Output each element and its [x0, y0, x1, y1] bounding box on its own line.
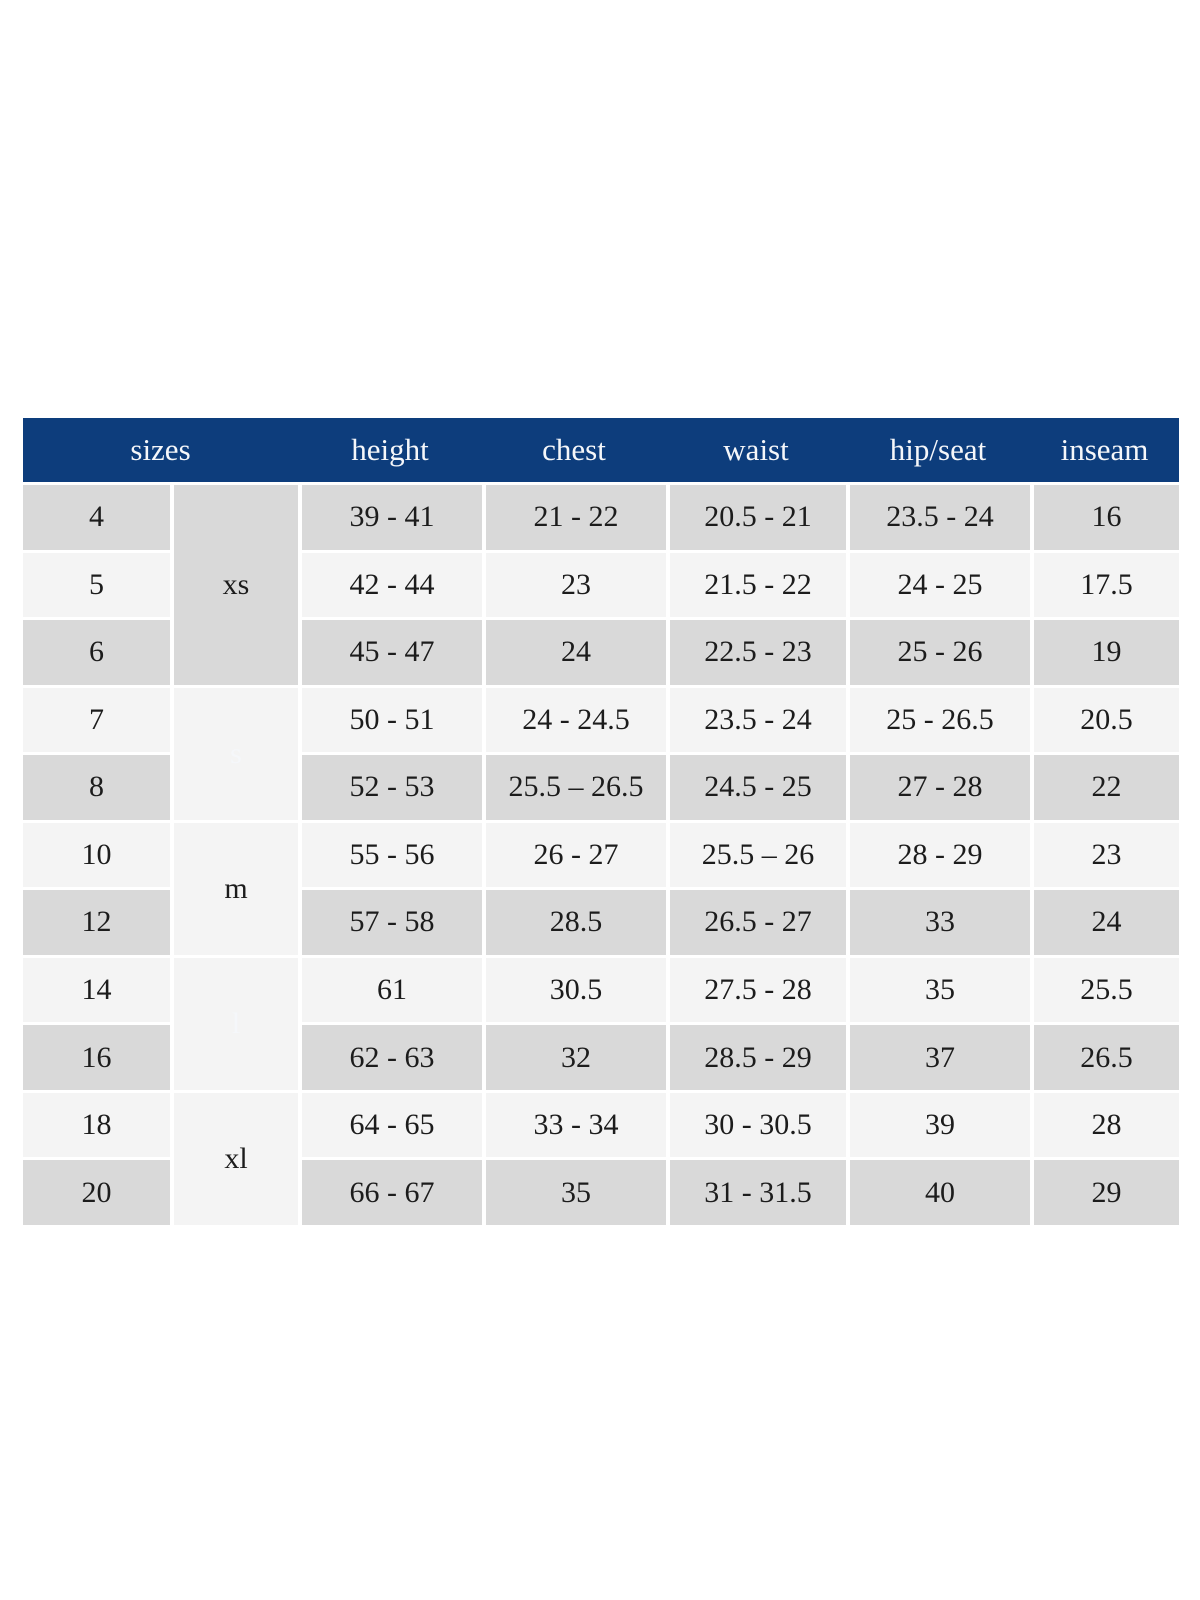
size-cell: 5: [23, 549, 170, 618]
table-row-size-16: 16 62 - 63 32 28.5 - 29 37 26.5: [23, 1022, 1180, 1090]
height-cell: 55 - 56: [298, 819, 483, 888]
height-cell: 62 - 63: [298, 1022, 483, 1090]
hip-seat-cell: 33: [846, 887, 1031, 955]
chest-cell: 33 - 34: [482, 1089, 667, 1158]
height-cell: 50 - 51: [298, 684, 483, 753]
inseam-cell: 28: [1030, 1089, 1180, 1158]
table-header: sizes height chest waist hip/seat inseam: [23, 418, 1180, 482]
size-cell: 4: [23, 482, 170, 550]
waist-cell: 20.5 - 21: [666, 482, 847, 550]
waist-cell: 25.5 – 26: [666, 819, 847, 888]
chest-cell: 30.5: [482, 954, 667, 1023]
size-cell: 20: [23, 1157, 170, 1225]
size-group-xl: xl: [170, 1089, 299, 1225]
table-row-size-7: 7 s 50 - 51 24 - 24.5 23.5 - 24 25 - 26.…: [23, 684, 1180, 820]
table-row-size-14: 14 l 61 30.5 27.5 - 28 35 25.5: [23, 954, 1180, 1090]
chest-cell: 21 - 22: [482, 482, 667, 550]
inseam-cell: 23: [1030, 819, 1180, 888]
table-row-size-5: 5 42 - 44 23 21.5 - 22 24 - 25 17.5: [23, 549, 1180, 618]
size-cell: 16: [23, 1022, 170, 1090]
size-group-xs: xs: [170, 482, 299, 685]
chest-cell: 26 - 27: [482, 819, 667, 888]
table-row-size-12: 12 57 - 58 28.5 26.5 - 27 33 24: [23, 887, 1180, 955]
size-group-l: l: [170, 954, 299, 1090]
waist-cell: 31 - 31.5: [666, 1157, 847, 1225]
hip-seat-cell: 25 - 26: [846, 617, 1031, 685]
column-header-sizes: sizes: [23, 418, 299, 482]
column-header-inseam: inseam: [1030, 418, 1180, 482]
height-cell: 57 - 58: [298, 887, 483, 955]
waist-cell: 22.5 - 23: [666, 617, 847, 685]
table-body: 4 xs 39 - 41 21 - 22 20.5 - 21 23.5 - 24…: [23, 482, 1180, 1225]
waist-cell: 21.5 - 22: [666, 549, 847, 618]
inseam-cell: 17.5: [1030, 549, 1180, 618]
size-group-s: s: [170, 684, 299, 820]
hip-seat-cell: 27 - 28: [846, 752, 1031, 820]
inseam-cell: 16: [1030, 482, 1180, 550]
hip-seat-cell: 23.5 - 24: [846, 482, 1031, 550]
chest-cell: 28.5: [482, 887, 667, 955]
height-cell: 52 - 53: [298, 752, 483, 820]
height-cell: 64 - 65: [298, 1089, 483, 1158]
inseam-cell: 20.5: [1030, 684, 1180, 753]
size-chart-table: sizes height chest waist hip/seat inseam…: [23, 418, 1180, 1225]
chest-cell: 25.5 – 26.5: [482, 752, 667, 820]
column-header-chest: chest: [482, 418, 667, 482]
hip-seat-cell: 24 - 25: [846, 549, 1031, 618]
hip-seat-cell: 35: [846, 954, 1031, 1023]
hip-seat-cell: 28 - 29: [846, 819, 1031, 888]
table-row-size-6: 6 45 - 47 24 22.5 - 23 25 - 26 19: [23, 617, 1180, 685]
table-row-size-20: 20 66 - 67 35 31 - 31.5 40 29: [23, 1157, 1180, 1225]
column-header-waist: waist: [666, 418, 847, 482]
inseam-cell: 19: [1030, 617, 1180, 685]
hip-seat-cell: 25 - 26.5: [846, 684, 1031, 753]
hip-seat-cell: 39: [846, 1089, 1031, 1158]
height-cell: 45 - 47: [298, 617, 483, 685]
header-row: sizes height chest waist hip/seat inseam: [23, 418, 1180, 482]
column-header-height: height: [298, 418, 483, 482]
inseam-cell: 26.5: [1030, 1022, 1180, 1090]
chest-cell: 24 - 24.5: [482, 684, 667, 753]
waist-cell: 30 - 30.5: [666, 1089, 847, 1158]
chest-cell: 23: [482, 549, 667, 618]
waist-cell: 24.5 - 25: [666, 752, 847, 820]
size-cell: 8: [23, 752, 170, 820]
waist-cell: 23.5 - 24: [666, 684, 847, 753]
size-cell: 12: [23, 887, 170, 955]
inseam-cell: 24: [1030, 887, 1180, 955]
height-cell: 66 - 67: [298, 1157, 483, 1225]
size-cell: 14: [23, 954, 170, 1023]
size-cell: 7: [23, 684, 170, 753]
waist-cell: 26.5 - 27: [666, 887, 847, 955]
waist-cell: 28.5 - 29: [666, 1022, 847, 1090]
column-header-hip-seat: hip/seat: [846, 418, 1031, 482]
height-cell: 42 - 44: [298, 549, 483, 618]
waist-cell: 27.5 - 28: [666, 954, 847, 1023]
chest-cell: 24: [482, 617, 667, 685]
size-cell: 10: [23, 819, 170, 888]
inseam-cell: 29: [1030, 1157, 1180, 1225]
table-row-size-10: 10 m 55 - 56 26 - 27 25.5 – 26 28 - 29 2…: [23, 819, 1180, 955]
table-row-size-8: 8 52 - 53 25.5 – 26.5 24.5 - 25 27 - 28 …: [23, 752, 1180, 820]
hip-seat-cell: 40: [846, 1157, 1031, 1225]
inseam-cell: 22: [1030, 752, 1180, 820]
chest-cell: 35: [482, 1157, 667, 1225]
size-cell: 18: [23, 1089, 170, 1158]
table-row-size-4: 4 xs 39 - 41 21 - 22 20.5 - 21 23.5 - 24…: [23, 482, 1180, 685]
size-group-m: m: [170, 819, 299, 955]
size-cell: 6: [23, 617, 170, 685]
hip-seat-cell: 37: [846, 1022, 1031, 1090]
height-cell: 61: [298, 954, 483, 1023]
inseam-cell: 25.5: [1030, 954, 1180, 1023]
height-cell: 39 - 41: [298, 482, 483, 550]
chest-cell: 32: [482, 1022, 667, 1090]
table-row-size-18: 18 xl 64 - 65 33 - 34 30 - 30.5 39 28: [23, 1089, 1180, 1225]
